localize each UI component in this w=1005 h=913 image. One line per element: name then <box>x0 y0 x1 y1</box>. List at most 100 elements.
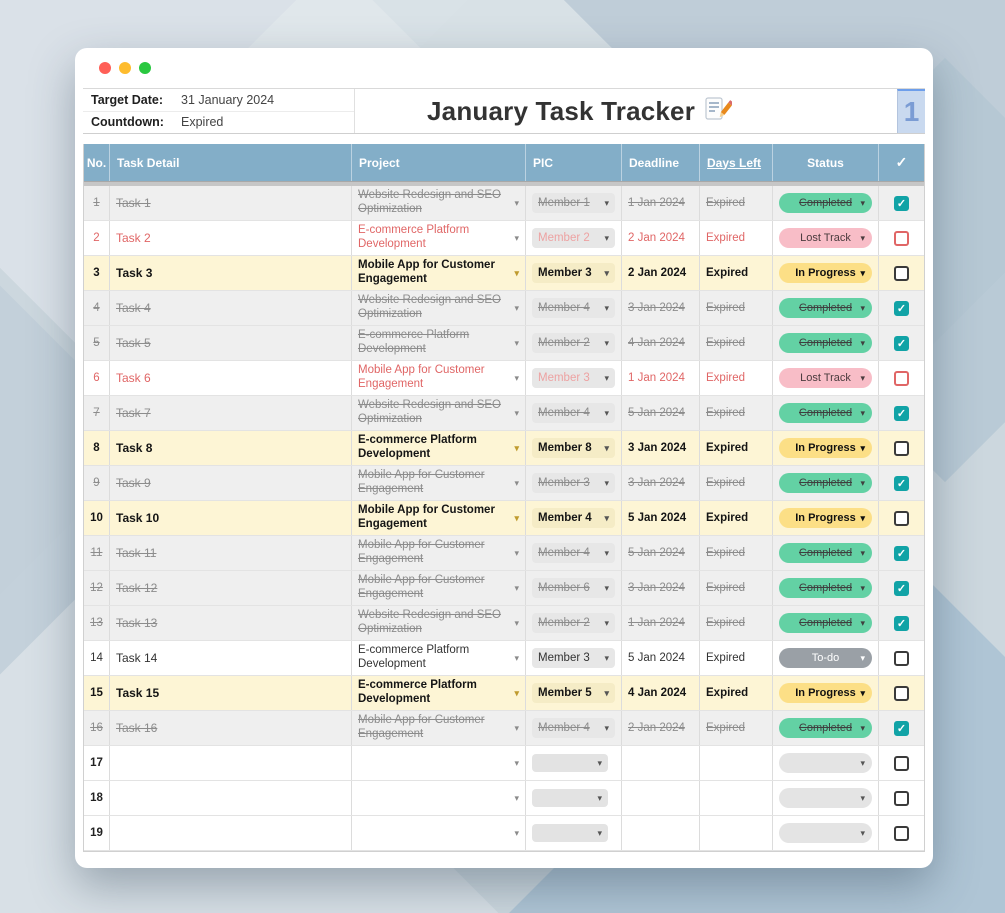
pic-dropdown[interactable]: Member 3 ▾ <box>532 368 615 388</box>
status-dropdown[interactable]: In Progress ▾ <box>779 508 872 528</box>
pic-dropdown[interactable]: Member 1 ▾ <box>532 193 615 213</box>
status-dropdown[interactable]: ▾ <box>779 788 872 808</box>
days-left-cell[interactable]: Expired <box>700 466 773 500</box>
status-dropdown[interactable]: Lost Track ▾ <box>779 228 872 248</box>
days-left-cell[interactable]: Expired <box>700 361 773 395</box>
pic-dropdown[interactable]: Member 8 ▾ <box>532 438 615 458</box>
task-detail-cell[interactable]: Task 8 <box>110 431 352 465</box>
pic-dropdown[interactable]: Member 5 ▾ <box>532 683 615 703</box>
column-header-check[interactable]: ✓ <box>895 154 908 170</box>
project-cell[interactable]: Mobile App for Customer Engagement ▾ <box>352 466 526 500</box>
deadline-cell[interactable]: 3 Jan 2024 <box>622 466 700 500</box>
status-dropdown[interactable]: Completed ▾ <box>779 193 872 213</box>
task-detail-cell[interactable] <box>110 746 352 780</box>
project-cell[interactable]: Website Redesign and SEO Optimization ▾ <box>352 606 526 640</box>
status-dropdown[interactable]: In Progress ▾ <box>779 683 872 703</box>
task-detail-cell[interactable]: Task 15 <box>110 676 352 710</box>
days-left-cell[interactable]: Expired <box>700 711 773 745</box>
status-dropdown[interactable]: ▾ <box>779 753 872 773</box>
deadline-cell[interactable]: 3 Jan 2024 <box>622 291 700 325</box>
days-left-cell[interactable]: Expired <box>700 536 773 570</box>
column-header-project[interactable]: Project <box>352 144 526 181</box>
task-detail-cell[interactable]: Task 5 <box>110 326 352 360</box>
days-left-cell[interactable]: Expired <box>700 396 773 430</box>
deadline-cell[interactable]: 5 Jan 2024 <box>622 641 700 675</box>
deadline-cell[interactable]: 2 Jan 2024 <box>622 711 700 745</box>
pic-dropdown[interactable]: Member 3 ▾ <box>532 648 615 668</box>
project-cell[interactable]: Mobile App for Customer Engagement ▾ <box>352 256 526 290</box>
checkbox[interactable]: ✓ <box>894 720 909 736</box>
days-left-cell[interactable]: Expired <box>700 606 773 640</box>
task-detail-cell[interactable] <box>110 781 352 815</box>
project-cell[interactable]: Website Redesign and SEO Optimization ▾ <box>352 291 526 325</box>
status-dropdown[interactable]: Completed ▾ <box>779 473 872 493</box>
checkbox[interactable] <box>894 685 909 701</box>
status-dropdown[interactable]: In Progress ▾ <box>779 438 872 458</box>
deadline-cell[interactable]: 5 Jan 2024 <box>622 536 700 570</box>
project-cell[interactable]: Mobile App for Customer Engagement ▾ <box>352 501 526 535</box>
status-dropdown[interactable]: Completed ▾ <box>779 718 872 738</box>
task-detail-cell[interactable]: Task 2 <box>110 221 352 255</box>
pic-dropdown[interactable]: Member 3 ▾ <box>532 263 615 283</box>
checkbox[interactable] <box>894 510 909 526</box>
task-detail-cell[interactable]: Task 1 <box>110 186 352 220</box>
status-dropdown[interactable]: Completed ▾ <box>779 543 872 563</box>
checkbox[interactable]: ✓ <box>894 195 909 211</box>
task-detail-cell[interactable]: Task 9 <box>110 466 352 500</box>
project-cell[interactable]: Mobile App for Customer Engagement ▾ <box>352 361 526 395</box>
days-left-cell[interactable]: Expired <box>700 501 773 535</box>
pic-dropdown[interactable]: Member 3 ▾ <box>532 473 615 493</box>
status-dropdown[interactable]: Completed ▾ <box>779 333 872 353</box>
task-detail-cell[interactable]: Task 7 <box>110 396 352 430</box>
column-header-pic[interactable]: PIC <box>526 144 622 181</box>
pic-dropdown[interactable]: Member 4 ▾ <box>532 718 615 738</box>
checkbox[interactable]: ✓ <box>894 580 909 596</box>
checkbox[interactable] <box>894 790 909 806</box>
deadline-cell[interactable]: 2 Jan 2024 <box>622 221 700 255</box>
checkbox[interactable] <box>894 370 909 386</box>
project-cell[interactable]: E-commerce Platform Development ▾ <box>352 221 526 255</box>
days-left-cell[interactable]: Expired <box>700 326 773 360</box>
task-detail-cell[interactable]: Task 16 <box>110 711 352 745</box>
project-cell[interactable]: E-commerce Platform Development ▾ <box>352 326 526 360</box>
days-left-cell[interactable]: Expired <box>700 256 773 290</box>
checkbox[interactable]: ✓ <box>894 615 909 631</box>
checkbox[interactable]: ✓ <box>894 475 909 491</box>
task-detail-cell[interactable]: Task 12 <box>110 571 352 605</box>
task-detail-cell[interactable]: Task 11 <box>110 536 352 570</box>
deadline-cell[interactable]: 4 Jan 2024 <box>622 326 700 360</box>
project-cell[interactable]: Mobile App for Customer Engagement ▾ <box>352 711 526 745</box>
days-left-cell[interactable]: Expired <box>700 641 773 675</box>
pic-dropdown[interactable]: ▾ <box>532 754 608 772</box>
column-header-deadline[interactable]: Deadline <box>622 144 700 181</box>
checkbox[interactable] <box>894 825 909 841</box>
pic-dropdown[interactable]: ▾ <box>532 789 608 807</box>
pic-dropdown[interactable]: Member 2 ▾ <box>532 228 615 248</box>
deadline-cell[interactable]: 2 Jan 2024 <box>622 256 700 290</box>
project-cell[interactable]: Mobile App for Customer Engagement ▾ <box>352 571 526 605</box>
project-cell[interactable]: Website Redesign and SEO Optimization ▾ <box>352 396 526 430</box>
pic-dropdown[interactable]: ▾ <box>532 824 608 842</box>
pic-dropdown[interactable]: Member 2 ▾ <box>532 333 615 353</box>
column-header-task[interactable]: Task Detail <box>110 144 352 181</box>
deadline-cell[interactable]: 1 Jan 2024 <box>622 361 700 395</box>
checkbox[interactable] <box>894 440 909 456</box>
deadline-cell[interactable] <box>622 781 700 815</box>
task-detail-cell[interactable]: Task 4 <box>110 291 352 325</box>
task-detail-cell[interactable]: Task 10 <box>110 501 352 535</box>
days-left-cell[interactable] <box>700 816 773 850</box>
days-left-cell[interactable]: Expired <box>700 571 773 605</box>
days-left-cell[interactable]: Expired <box>700 186 773 220</box>
project-cell[interactable]: ▾ <box>352 816 526 850</box>
checkbox[interactable]: ✓ <box>894 405 909 421</box>
pic-dropdown[interactable]: Member 4 ▾ <box>532 543 615 563</box>
deadline-cell[interactable] <box>622 816 700 850</box>
task-detail-cell[interactable]: Task 6 <box>110 361 352 395</box>
deadline-cell[interactable]: 4 Jan 2024 <box>622 676 700 710</box>
zoom-button[interactable] <box>139 62 151 74</box>
status-dropdown[interactable]: Lost Track ▾ <box>779 368 872 388</box>
project-cell[interactable]: E-commerce Platform Development ▾ <box>352 676 526 710</box>
checkbox[interactable]: ✓ <box>894 300 909 316</box>
pic-dropdown[interactable]: Member 4 ▾ <box>532 508 615 528</box>
project-cell[interactable]: Website Redesign and SEO Optimization ▾ <box>352 186 526 220</box>
